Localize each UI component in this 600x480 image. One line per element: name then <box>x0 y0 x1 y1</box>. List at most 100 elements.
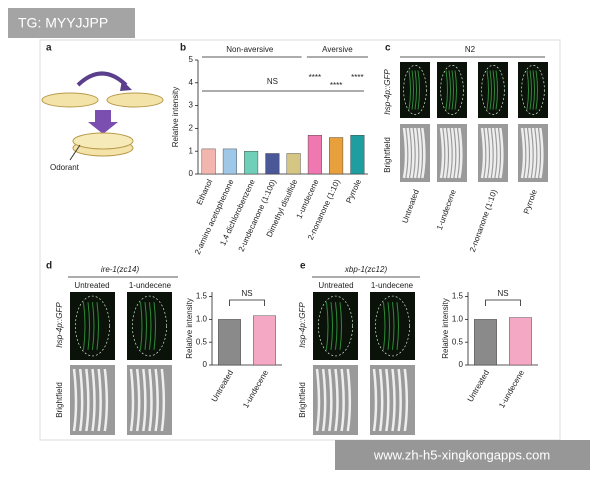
worm <box>413 127 419 179</box>
bar <box>201 148 216 175</box>
row-label: hsp-4p::GFP <box>383 69 392 115</box>
worm <box>91 368 96 432</box>
bar <box>350 135 365 175</box>
worm <box>520 127 526 179</box>
watermark-box <box>8 8 135 38</box>
annotation: NS <box>241 289 252 298</box>
bar <box>218 319 241 366</box>
annotation: **** <box>351 73 363 82</box>
worm <box>403 368 409 432</box>
worm <box>129 368 135 432</box>
worm-outline <box>521 65 545 115</box>
worm <box>488 127 493 179</box>
worm <box>372 368 378 432</box>
y-tick-label: 1.0 <box>452 314 464 323</box>
column-label: Untreated <box>318 281 353 290</box>
worm <box>397 368 402 432</box>
annotation: NS <box>267 77 278 86</box>
worm <box>135 368 141 432</box>
gfp-signal <box>96 302 99 350</box>
annotation: **** <box>309 73 321 82</box>
worm <box>378 368 384 432</box>
gfp-signal <box>92 302 95 350</box>
dish-illustration <box>41 71 164 161</box>
row-label: hsp-4p::GFP <box>298 302 307 348</box>
worm <box>72 368 78 432</box>
worm <box>454 127 459 179</box>
worm <box>458 127 463 179</box>
y-tick-label: 1.0 <box>196 314 208 323</box>
gfp-signal <box>408 70 411 110</box>
worm <box>443 127 448 179</box>
bar <box>329 137 344 175</box>
column-label: Untreated <box>74 281 109 290</box>
y-tick-label: 1 <box>189 146 194 155</box>
worm <box>539 127 544 179</box>
gfp-signal <box>417 70 420 110</box>
panel-title: N2 <box>465 45 476 54</box>
gfp-signal <box>489 70 492 110</box>
annotation: **** <box>330 81 342 90</box>
worm <box>406 127 411 179</box>
significance-bracket <box>229 299 265 306</box>
gfp-signal <box>454 70 457 110</box>
gfp-signal <box>451 70 454 110</box>
gfp-signal <box>149 302 152 350</box>
worm <box>402 127 408 179</box>
panel-label: a <box>46 43 52 54</box>
worm <box>499 127 504 179</box>
worm <box>328 368 333 432</box>
watermark: TG: MYYJJPP <box>18 15 108 31</box>
annotation: NS <box>497 289 508 298</box>
row-label: Brightfield <box>383 137 392 173</box>
gfp-signal <box>153 302 156 350</box>
worm <box>410 127 415 179</box>
group-label: Non-aversive <box>226 45 274 54</box>
worm <box>528 127 533 179</box>
gfp-signal <box>326 302 329 350</box>
gfp-signal <box>526 70 529 110</box>
odorant-label: Odorant <box>50 163 80 172</box>
gfp-signal <box>392 302 395 350</box>
panel-label: b <box>180 43 186 54</box>
gfp-signal <box>383 302 386 350</box>
gfp-signal <box>414 70 417 110</box>
worm <box>447 127 452 179</box>
worm-outline <box>132 295 167 357</box>
gfp-signal <box>140 302 143 350</box>
bar <box>244 150 259 175</box>
gfp-signal <box>330 302 333 350</box>
gfp-signal <box>495 70 498 110</box>
panel-title: xbp-1(zc12) <box>344 265 388 274</box>
gfp-signal <box>445 70 448 110</box>
worm <box>524 127 529 179</box>
panel-title: ire-1(zc14) <box>101 265 140 274</box>
y-tick-label: 0 <box>189 169 194 178</box>
y-axis-label: Relative intensity <box>185 298 194 358</box>
footer-url: www.zh-h5-xingkongapps.com <box>373 447 550 462</box>
worm <box>495 127 500 179</box>
worm <box>154 368 159 432</box>
y-tick-label: 1.5 <box>196 292 208 301</box>
gfp-signal <box>486 70 489 110</box>
worm <box>531 127 537 179</box>
gfp-signal <box>411 70 414 110</box>
worm <box>142 368 147 432</box>
panel-label: c <box>385 43 391 54</box>
gfp-signal <box>339 302 342 350</box>
worm-outline <box>318 295 353 357</box>
worm-outline <box>403 65 427 115</box>
gfp-signal <box>87 302 90 350</box>
worm <box>148 368 153 432</box>
worm <box>417 127 422 179</box>
row-label: Brightfield <box>298 382 307 418</box>
worm <box>439 127 445 179</box>
worm-outline <box>481 65 505 115</box>
group-label: Aversive <box>322 45 353 54</box>
worm <box>315 368 321 432</box>
gfp-signal <box>532 70 535 110</box>
y-axis-label: Relative intensity <box>171 87 180 147</box>
y-tick-label: 1.5 <box>452 292 464 301</box>
worm <box>346 368 352 432</box>
